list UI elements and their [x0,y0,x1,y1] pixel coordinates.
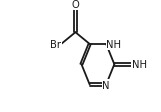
Text: NH: NH [106,40,121,50]
Text: Br: Br [50,40,61,50]
Text: O: O [71,0,79,10]
Text: N: N [102,80,110,90]
Text: NH: NH [132,60,147,70]
